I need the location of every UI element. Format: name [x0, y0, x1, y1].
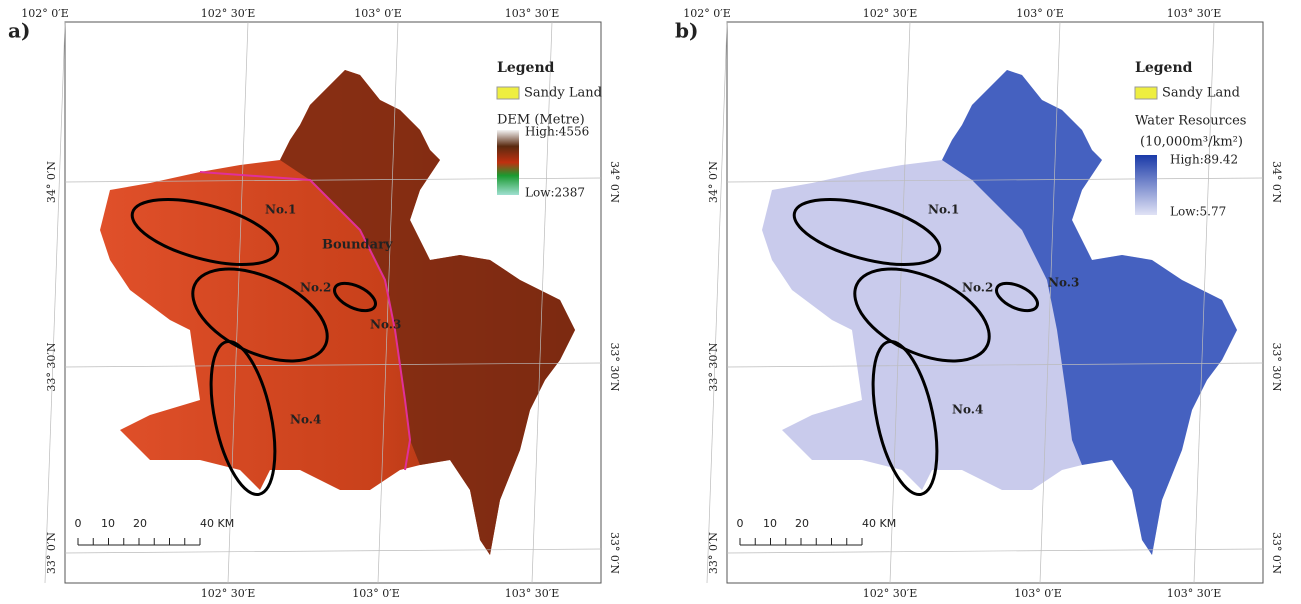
- right-coord-label: 33° 30′N: [608, 342, 621, 391]
- study-area-label: No.1: [928, 203, 959, 217]
- legend-layer-title: (10,000m³/km²): [1140, 135, 1243, 150]
- legend-label: Sandy Land: [524, 86, 602, 101]
- top-coord-label: 102° 0′E: [683, 7, 731, 20]
- left-coord-label: 33° 0′N: [45, 532, 58, 574]
- figure: a)102° 0′E102° 30′E103° 0′E103° 30′E102°…: [0, 0, 1301, 604]
- panel-label: b): [675, 19, 698, 43]
- left-coord-label: 34° 0′N: [45, 161, 58, 203]
- legend-high: High:89.42: [1170, 153, 1238, 167]
- left-coord-label: 34° 0′N: [707, 161, 720, 203]
- legend-label: Sandy Land: [1162, 86, 1240, 101]
- top-coord-label: 102° 0′E: [21, 7, 69, 20]
- study-area-label: No.2: [962, 281, 993, 295]
- panel-label: a): [8, 19, 30, 43]
- scale-label: 10: [763, 517, 777, 530]
- bottom-coord-label: 103° 0′E: [1014, 587, 1062, 600]
- legend-low: Low:2387: [525, 186, 585, 200]
- right-coord-label: 33° 30′N: [1270, 342, 1283, 391]
- study-area-label: No.1: [265, 203, 296, 217]
- scale-label: 0: [75, 517, 82, 530]
- scale-label: 10: [101, 517, 115, 530]
- top-coord-label: 103° 0′E: [354, 7, 402, 20]
- right-coord-label: 34° 0′N: [1270, 161, 1283, 203]
- meridian: [707, 22, 727, 583]
- top-coord-label: 102° 30′E: [201, 7, 256, 20]
- top-coord-label: 103° 30′E: [1167, 7, 1222, 20]
- left-coord-label: 33° 0′N: [707, 532, 720, 574]
- bottom-coord-label: 102° 30′E: [863, 587, 918, 600]
- right-coord-label: 34° 0′N: [608, 161, 621, 203]
- scale-label: 20: [133, 517, 147, 530]
- legend-swatch: [497, 87, 519, 99]
- legend-title: Legend: [497, 60, 555, 76]
- legend-ramp: [497, 130, 519, 195]
- study-area-label: No.4: [290, 413, 321, 427]
- top-coord-label: 102° 30′E: [863, 7, 918, 20]
- legend-layer-title: Water Resources: [1135, 114, 1246, 129]
- legend-swatch: [1135, 87, 1157, 99]
- boundary-label: Boundary: [322, 238, 393, 253]
- bottom-coord-label: 103° 30′E: [1167, 587, 1222, 600]
- legend-high: High:4556: [525, 125, 589, 139]
- bottom-coord-label: 103° 30′E: [505, 587, 560, 600]
- left-coord-label: 33° 30′N: [707, 342, 720, 391]
- scale-label: 0: [737, 517, 744, 530]
- scale-label: 40 KM: [862, 517, 896, 530]
- right-coord-label: 33° 0′N: [608, 532, 621, 574]
- study-area-label: No.3: [1048, 276, 1079, 290]
- meridian: [45, 22, 65, 583]
- bottom-coord-label: 103° 0′E: [352, 587, 400, 600]
- top-coord-label: 103° 30′E: [505, 7, 560, 20]
- legend-title: Legend: [1135, 60, 1193, 76]
- right-coord-label: 33° 0′N: [1270, 532, 1283, 574]
- study-area-label: No.3: [370, 318, 401, 332]
- scale-label: 40 KM: [200, 517, 234, 530]
- study-area-label: No.4: [952, 403, 983, 417]
- scale-label: 20: [795, 517, 809, 530]
- legend-ramp: [1135, 155, 1157, 215]
- bottom-coord-label: 102° 30′E: [201, 587, 256, 600]
- study-area-label: No.2: [300, 281, 331, 295]
- top-coord-label: 103° 0′E: [1016, 7, 1064, 20]
- legend-low: Low:5.77: [1170, 205, 1226, 219]
- left-coord-label: 33° 30′N: [45, 342, 58, 391]
